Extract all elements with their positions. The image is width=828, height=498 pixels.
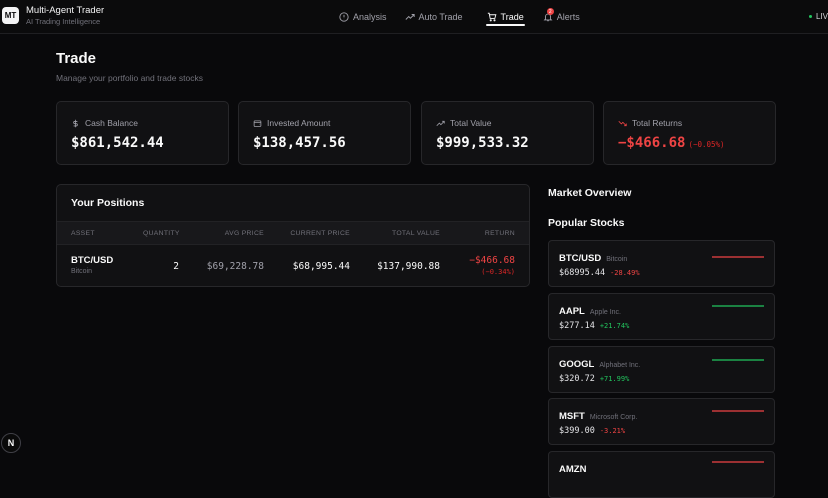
positions-panel: Your Positions ASSET QUANTITY AVG PRICE …: [56, 184, 530, 287]
stock-symbol: GOOGL: [559, 359, 595, 370]
stat-label: Total Returns: [632, 118, 683, 128]
stat-card-invested-amount: Invested Amount $138,457.56: [238, 101, 411, 165]
stat-label: Total Value: [450, 118, 492, 128]
main-nav: Analysis Auto Trade Trade 2 Alerts: [338, 0, 581, 34]
stock-card-amzn[interactable]: AMZN: [548, 451, 775, 498]
total-returns-pct: (−0.05%): [688, 140, 725, 149]
stock-symbol: AAPL: [559, 306, 585, 317]
cart-icon: [487, 12, 496, 22]
row-total-value: $137,990.88: [377, 261, 440, 272]
nav-analysis[interactable]: Analysis: [338, 0, 388, 34]
sparkline-chart: [712, 461, 764, 463]
stock-price: $68995.44: [559, 268, 606, 278]
stock-card-msft[interactable]: MSFT Microsoft Corp. $399.00 -3.21%: [548, 398, 775, 445]
stock-change: +21.74%: [599, 322, 630, 330]
live-indicator: LIV: [809, 12, 828, 21]
app-title: Multi-Agent Trader: [26, 5, 105, 16]
stock-price: $320.72: [559, 374, 595, 384]
live-dot-icon: [809, 15, 812, 18]
sparkline-chart: [712, 256, 764, 258]
wallet-icon: [253, 119, 262, 127]
dollar-icon: [73, 119, 78, 127]
stock-card-btc[interactable]: BTC/USD Bitcoin $68995.44 -28.49%: [548, 240, 775, 287]
app-subtitle: AI Trading Intelligence: [26, 17, 101, 26]
stat-value: −$466.68 (−0.05%): [618, 135, 725, 151]
row-symbol: BTC/USD: [71, 255, 114, 266]
sparkline-chart: [712, 410, 764, 412]
row-quantity: 2: [173, 261, 179, 272]
page-subtitle: Manage your portfolio and trade stocks: [56, 73, 203, 83]
row-avg-price: $69,228.78: [206, 261, 264, 272]
stock-name: Microsoft Corp.: [589, 414, 638, 421]
stock-card-aapl[interactable]: AAPL Apple Inc. $277.14 +21.74%: [548, 293, 775, 340]
stock-change: -28.49%: [610, 269, 640, 277]
stock-symbol: BTC/USD: [559, 253, 602, 264]
market-overview-title: Market Overview: [548, 187, 632, 199]
stock-symbol: MSFT: [559, 411, 585, 422]
stat-label: Invested Amount: [267, 118, 331, 128]
stock-price: $277.14: [559, 321, 595, 331]
stock-name: Alphabet Inc.: [599, 362, 641, 369]
row-current-price: $68,995.44: [292, 261, 350, 272]
col-avg-price: AVG PRICE: [224, 230, 264, 237]
col-total-value: TOTAL VALUE: [392, 230, 440, 237]
stat-label: Cash Balance: [85, 118, 138, 128]
positions-title: Your Positions: [71, 197, 145, 209]
stat-card-total-returns: Total Returns −$466.68 (−0.05%): [603, 101, 776, 165]
nav-alerts-label: Alerts: [556, 12, 580, 22]
stat-value: $138,457.56: [253, 135, 346, 151]
stock-name: Apple Inc.: [589, 309, 622, 316]
trending-up-icon: [436, 120, 445, 126]
stock-name: Bitcoin: [606, 256, 628, 263]
stock-price: $399.00: [559, 426, 595, 436]
top-header: MT Multi-Agent Trader AI Trading Intelli…: [0, 0, 828, 34]
stock-change: -3.21%: [599, 427, 626, 435]
stock-card-googl[interactable]: GOOGL Alphabet Inc. $320.72 +71.99%: [548, 346, 775, 393]
page-title: Trade: [56, 50, 97, 67]
col-current-price: CURRENT PRICE: [290, 230, 350, 237]
sparkline-chart: [712, 305, 764, 307]
nav-analysis-label: Analysis: [353, 12, 387, 22]
stat-value: $861,542.44: [71, 135, 164, 151]
stat-card-cash-balance: Cash Balance $861,542.44: [56, 101, 229, 165]
app-logo[interactable]: MT: [2, 7, 19, 24]
floating-n-button[interactable]: N: [1, 433, 21, 453]
col-return: RETURN: [484, 230, 515, 237]
nav-trade[interactable]: Trade: [485, 0, 525, 34]
stat-card-total-value: Total Value $999,533.32: [421, 101, 594, 165]
stock-change: +71.99%: [599, 375, 630, 383]
nav-auto-trade[interactable]: Auto Trade: [404, 0, 464, 34]
alerts-badge: 2: [546, 8, 554, 15]
col-asset: ASSET: [71, 230, 95, 237]
row-name: Bitcoin: [71, 268, 93, 275]
stat-value: $999,533.32: [436, 135, 529, 151]
trending-down-icon: [618, 120, 627, 126]
trending-up-icon: [405, 14, 415, 20]
nav-alerts[interactable]: 2 Alerts: [542, 0, 581, 34]
popular-stocks-title: Popular Stocks: [548, 217, 625, 229]
nav-trade-label: Trade: [500, 12, 524, 22]
nav-auto-trade-label: Auto Trade: [418, 12, 463, 22]
info-circle-icon: [339, 12, 349, 22]
row-return: −$466.68: [469, 255, 515, 266]
positions-table-header: ASSET QUANTITY AVG PRICE CURRENT PRICE T…: [57, 221, 529, 245]
row-return-pct: (−0.34%): [481, 268, 515, 276]
total-returns-value: −$466.68: [618, 135, 686, 151]
col-quantity: QUANTITY: [143, 230, 180, 237]
live-label: LIV: [816, 12, 828, 21]
sparkline-chart: [712, 359, 764, 361]
